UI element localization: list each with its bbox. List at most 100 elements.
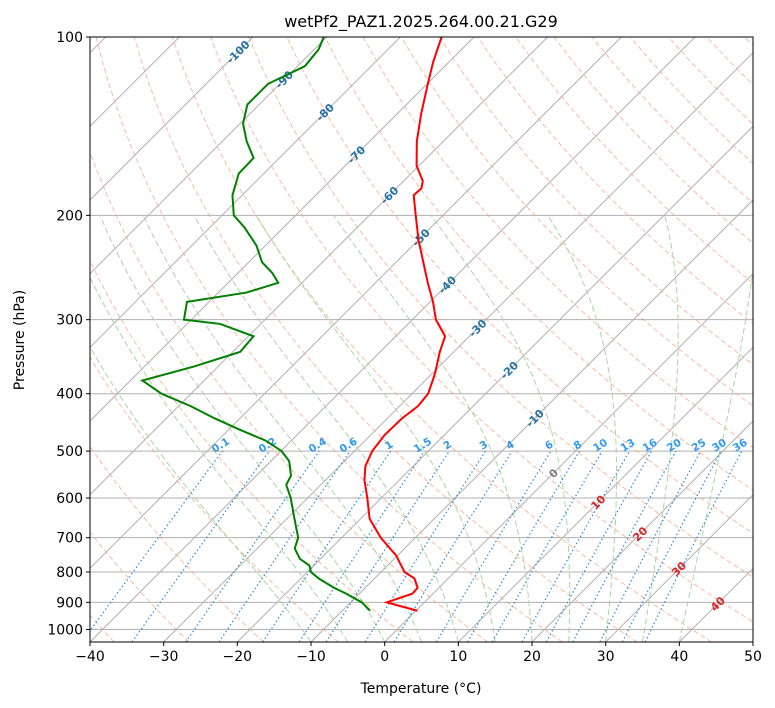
mixing-ratio-lines <box>90 450 743 642</box>
mixing-ratio-line <box>90 450 223 632</box>
dry-adiabat-line <box>591 37 753 204</box>
mixing-ratio-label: 25 <box>690 437 709 455</box>
mixing-ratio-label: 30 <box>710 437 729 455</box>
mixing-ratio-label: 0.6 <box>337 436 359 456</box>
temperature-profile-line <box>363 37 447 612</box>
dry-adiabat-line <box>210 37 753 623</box>
y-tick-label: 700 <box>56 531 83 547</box>
mixing-ratio-label: 8 <box>572 439 585 453</box>
mixing-ratio-label: 10 <box>591 437 610 455</box>
isotherm-line <box>384 272 753 642</box>
isotherm-line <box>236 125 753 642</box>
moist-adiabat-line <box>430 215 571 642</box>
dry-adiabat-line <box>324 37 753 491</box>
mixing-ratio-label: 1 <box>383 439 396 453</box>
mixing-ratio-line <box>572 450 677 642</box>
isotherm-label: -70 <box>345 143 368 166</box>
y-axis-label: Pressure (hPa) <box>12 290 28 390</box>
y-tick-label: 300 <box>56 313 83 329</box>
sounding-series <box>139 37 447 612</box>
isotherm-line <box>90 37 254 201</box>
dry-adiabat-line <box>90 531 190 642</box>
x-axis: −40 −30 −20 −10 0 10 20 30 40 50 <box>75 642 762 665</box>
isotherm-label: -100 <box>224 38 253 67</box>
mixing-ratio-line <box>621 450 722 642</box>
dry-adiabat-line <box>95 37 563 642</box>
mixing-ratio-line <box>298 450 425 642</box>
dry-adiabat-line <box>668 37 753 125</box>
x-tick-label: −40 <box>75 649 105 665</box>
isotherm-line <box>90 37 328 275</box>
moist-adiabat-line <box>142 215 422 642</box>
mixing-ratio-label: 0.4 <box>307 436 329 456</box>
dry-adiabat-line <box>171 37 712 642</box>
mixing-ratio-line <box>435 450 552 642</box>
y-tick-label: 900 <box>56 595 83 611</box>
dry-adiabat-line <box>90 259 414 642</box>
mixing-ratio-label: 36 <box>731 437 750 455</box>
dry-adiabat-line <box>744 37 753 47</box>
y-tick-label: 600 <box>56 491 83 507</box>
moist-adiabat-line <box>547 215 618 642</box>
isotherm-line <box>90 37 696 642</box>
y-tick-label: 800 <box>56 565 83 581</box>
y-tick-label: 500 <box>56 444 83 460</box>
moist-adiabat-line <box>255 215 496 642</box>
dry-adiabat-line <box>706 37 753 86</box>
plot-frame <box>89 36 754 643</box>
isotherm-line <box>90 37 622 570</box>
x-tick-label: −10 <box>296 649 326 665</box>
isotherm-line <box>90 37 549 496</box>
mixing-ratio-label: 2 <box>441 439 454 453</box>
dry-adiabat-line <box>90 150 488 642</box>
mixing-ratio-line <box>185 450 320 642</box>
y-tick-label: 1000 <box>47 622 83 638</box>
mixing-ratio-line <box>131 450 270 642</box>
y-axis: 100 200 300 400 500 600 700 800 900 1000 <box>47 30 90 638</box>
mixing-ratio-label: 3 <box>478 439 491 453</box>
mixing-ratio-line <box>644 450 743 642</box>
isotherm-line <box>90 37 401 349</box>
dry-adiabat-line <box>133 37 638 642</box>
y-tick-label: 400 <box>56 387 83 403</box>
dry-adiabat-line <box>90 445 264 642</box>
x-tick-label: −20 <box>223 649 253 665</box>
mixing-ratio-label: 16 <box>641 437 660 455</box>
dry-adiabat-line <box>90 356 339 642</box>
moist-adiabat-line <box>333 215 533 642</box>
isotherm-line <box>678 567 753 642</box>
mixing-ratio-line <box>393 450 513 642</box>
x-tick-label: 30 <box>597 649 615 665</box>
mixing-ratio-label: 1.5 <box>412 436 434 456</box>
y-tick-label: 200 <box>56 208 83 224</box>
isotherm-line <box>310 199 753 642</box>
chart-title: wetPf2_PAZ1.2025.264.00.21.G29 <box>284 12 558 32</box>
mixing-ratio-line <box>325 450 450 642</box>
moist-adiabat-line <box>642 215 679 642</box>
mixing-ratio-line <box>262 450 392 642</box>
x-tick-label: 40 <box>670 649 688 665</box>
isotherm-line <box>90 37 475 422</box>
isotherm-line <box>752 641 753 642</box>
dry-adiabat-line <box>400 37 753 407</box>
mixing-ratio-label: 13 <box>619 437 638 455</box>
mixing-ratio-line <box>545 450 653 642</box>
y-tick-label: 100 <box>56 30 83 46</box>
x-tick-label: 0 <box>380 649 389 665</box>
reference-lines <box>90 37 753 642</box>
mixing-ratio-line <box>218 450 351 642</box>
mixing-ratio-line <box>521 450 631 642</box>
moist-adiabat-line <box>193 215 459 642</box>
isotherm-line <box>605 493 753 642</box>
x-tick-label: 10 <box>449 649 467 665</box>
dry-adiabat-line <box>439 37 753 366</box>
moist-adiabat-line <box>678 265 753 642</box>
mixing-ratio-label: 0.1 <box>210 436 232 456</box>
dry-adiabat-line <box>515 37 753 284</box>
dry-adiabat-line <box>248 37 753 578</box>
x-axis-label: Temperature (°C) <box>360 681 482 697</box>
mixing-ratio-line <box>466 450 580 642</box>
isotherm-line <box>531 420 753 642</box>
moist-adiabat-line <box>90 276 349 642</box>
